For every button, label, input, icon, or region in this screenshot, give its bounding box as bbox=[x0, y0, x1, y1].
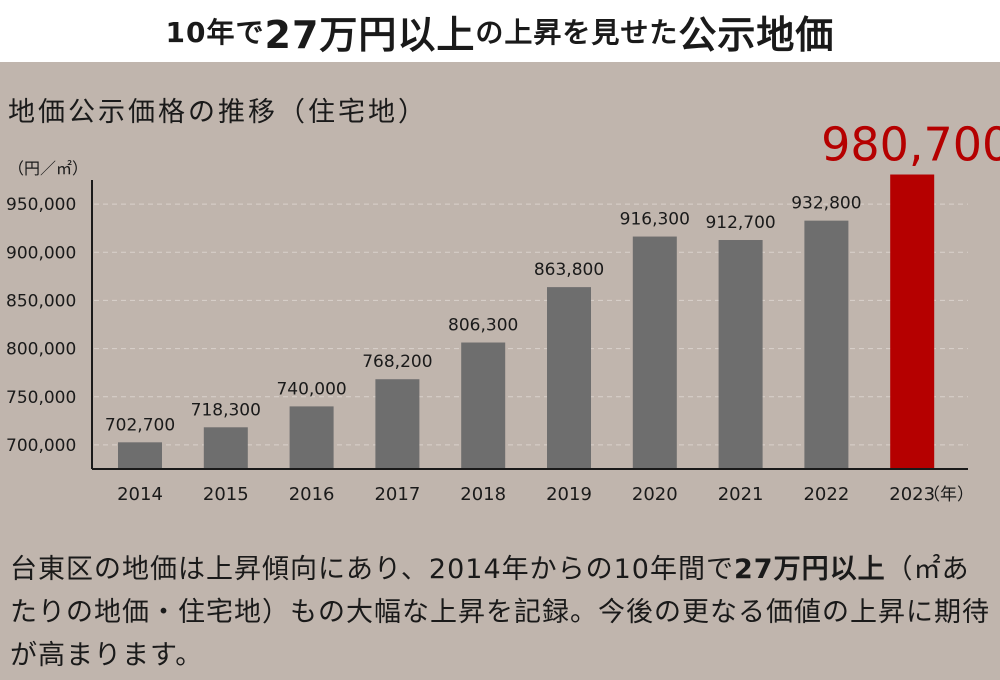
x-tick-label: 2015 bbox=[203, 484, 249, 505]
headline-part4: 公示地価 bbox=[678, 12, 835, 57]
x-tick-label: 2014 bbox=[117, 484, 163, 505]
headline-part1: 10年で bbox=[165, 16, 265, 49]
data-label: 932,800 bbox=[791, 194, 861, 214]
headline-part3: の上昇を見せた bbox=[475, 16, 679, 49]
chart-title: 地価公示価格の推移（住宅地） bbox=[8, 97, 428, 128]
bar-2019 bbox=[547, 287, 591, 469]
x-tick-label: 2018 bbox=[460, 484, 506, 505]
x-tick-label: 2022 bbox=[803, 484, 849, 505]
headline: 10年で 27万円以上 の上昇を見せた 公示地価 bbox=[0, 0, 1000, 62]
caption-text-2: （㎡あたりの地価・住宅地）もの大幅な上昇を記録。今後の更なる価値の上昇に期待が高… bbox=[10, 554, 990, 671]
x-axis-unit: （年） bbox=[923, 485, 974, 505]
y-axis-unit: （円／㎡） bbox=[8, 159, 89, 178]
x-tick-label: 2017 bbox=[374, 484, 420, 505]
bar-2023 bbox=[890, 174, 935, 469]
bar-2017 bbox=[375, 379, 420, 469]
x-tick-label: 2020 bbox=[632, 484, 678, 505]
bar-2014 bbox=[118, 442, 162, 469]
caption-text-1: 台東区の地価は上昇傾向にあり、2014年からの10年間で bbox=[10, 554, 734, 585]
y-tick-label: 800,000 bbox=[6, 340, 76, 360]
x-tick-label: 2023 bbox=[889, 484, 935, 505]
x-tick-label: 2021 bbox=[718, 484, 764, 505]
y-tick-label: 750,000 bbox=[6, 388, 76, 408]
bar-2022 bbox=[804, 220, 849, 469]
x-tick-label: 2016 bbox=[289, 484, 335, 505]
caption-bold: 27万円以上 bbox=[734, 554, 886, 585]
headline-part2: 27万円以上 bbox=[264, 12, 476, 57]
y-tick-label: 700,000 bbox=[6, 436, 76, 456]
caption: 台東区の地価は上昇傾向にあり、2014年からの10年間で27万円以上（㎡あたりの… bbox=[10, 548, 995, 677]
data-label: 806,300 bbox=[448, 316, 518, 336]
data-label: 916,300 bbox=[620, 210, 690, 230]
data-label: 768,200 bbox=[362, 352, 432, 372]
data-label: 718,300 bbox=[191, 400, 261, 420]
bar-2021 bbox=[718, 240, 763, 469]
y-tick-label: 950,000 bbox=[6, 195, 76, 215]
bar-2018 bbox=[461, 342, 506, 469]
bar-2015 bbox=[203, 427, 248, 469]
y-tick-label: 850,000 bbox=[6, 291, 76, 311]
y-tick-label: 900,000 bbox=[6, 243, 76, 263]
bar-2020 bbox=[632, 236, 677, 469]
bar-2016 bbox=[289, 406, 334, 469]
data-label: 702,700 bbox=[105, 415, 175, 435]
bar-chart: 700,000 750,000 800,000 850,000 900,000 950,0… bbox=[6, 118, 1000, 505]
data-label: 980,700 bbox=[821, 118, 1000, 172]
x-tick-label: 2019 bbox=[546, 484, 592, 505]
data-label: 740,000 bbox=[276, 379, 346, 399]
data-label: 863,800 bbox=[534, 260, 604, 280]
data-label: 912,700 bbox=[705, 213, 775, 233]
